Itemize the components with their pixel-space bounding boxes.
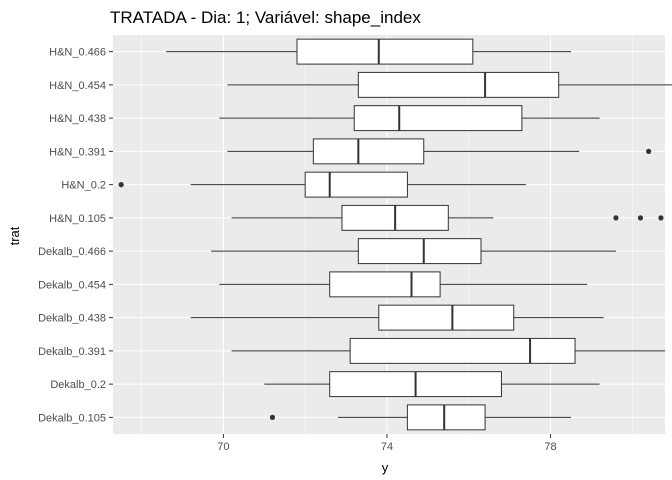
y-tick-label: Dekalb_0.391 [38, 346, 106, 358]
box-7 [219, 271, 588, 298]
box-3 [227, 138, 652, 165]
y-tick-label: H&N_0.105 [49, 213, 106, 225]
boxes-layer [118, 38, 672, 431]
x-tick-label: 70 [217, 441, 229, 453]
outlier-point [613, 215, 619, 221]
y-tick-label: H&N_0.454 [49, 80, 106, 92]
y-axis-ticks: H&N_0.466 H&N_0.454 H&N_0.438 H&N_0.391 H&N_… [38, 47, 113, 424]
box-10 [264, 371, 600, 398]
box-iqr [357, 238, 482, 265]
box-iqr [353, 105, 523, 132]
y-tick-label: Dekalb_0.2 [50, 379, 106, 391]
outlier-point [646, 148, 652, 154]
outlier-point [269, 414, 276, 420]
box-8 [190, 304, 604, 331]
x-tick-label: 78 [544, 441, 556, 453]
y-tick-label: Dekalb_0.438 [38, 313, 106, 325]
y-tick-label: Dekalb_0.105 [38, 412, 106, 424]
box-4 [118, 171, 526, 198]
box-2 [219, 105, 600, 132]
box-iqr [312, 138, 425, 165]
plot-panel [113, 35, 665, 434]
box-6 [211, 238, 616, 265]
box-0 [166, 38, 571, 65]
box-iqr [329, 271, 441, 298]
x-tick-label: 74 [381, 441, 393, 453]
outlier-point [118, 182, 124, 188]
box-iqr [406, 404, 486, 431]
box-9 [231, 337, 665, 364]
y-tick-label: Dekalb_0.466 [38, 246, 106, 258]
box-iqr [378, 304, 515, 331]
x-axis-ticks: 70 74 78 [217, 434, 557, 453]
box-iqr [357, 71, 560, 98]
box-iqr [296, 38, 474, 65]
y-axis-title: trat [7, 226, 22, 245]
box-11 [269, 404, 571, 431]
chart-title: TRATADA - Dia: 1; Variável: shape_index [110, 8, 421, 27]
y-tick-label: Dekalb_0.454 [38, 279, 106, 291]
box-iqr [349, 337, 576, 364]
outlier-point [637, 215, 644, 221]
x-axis-title: y [382, 460, 389, 475]
box-iqr [304, 171, 408, 198]
y-tick-label: H&N_0.466 [49, 47, 106, 59]
box-1 [227, 71, 672, 98]
y-tick-label: H&N_0.391 [49, 146, 106, 158]
box-5 [231, 204, 664, 231]
outlier-point [658, 215, 664, 221]
y-tick-label: H&N_0.2 [61, 180, 106, 192]
y-tick-label: H&N_0.438 [49, 113, 106, 125]
